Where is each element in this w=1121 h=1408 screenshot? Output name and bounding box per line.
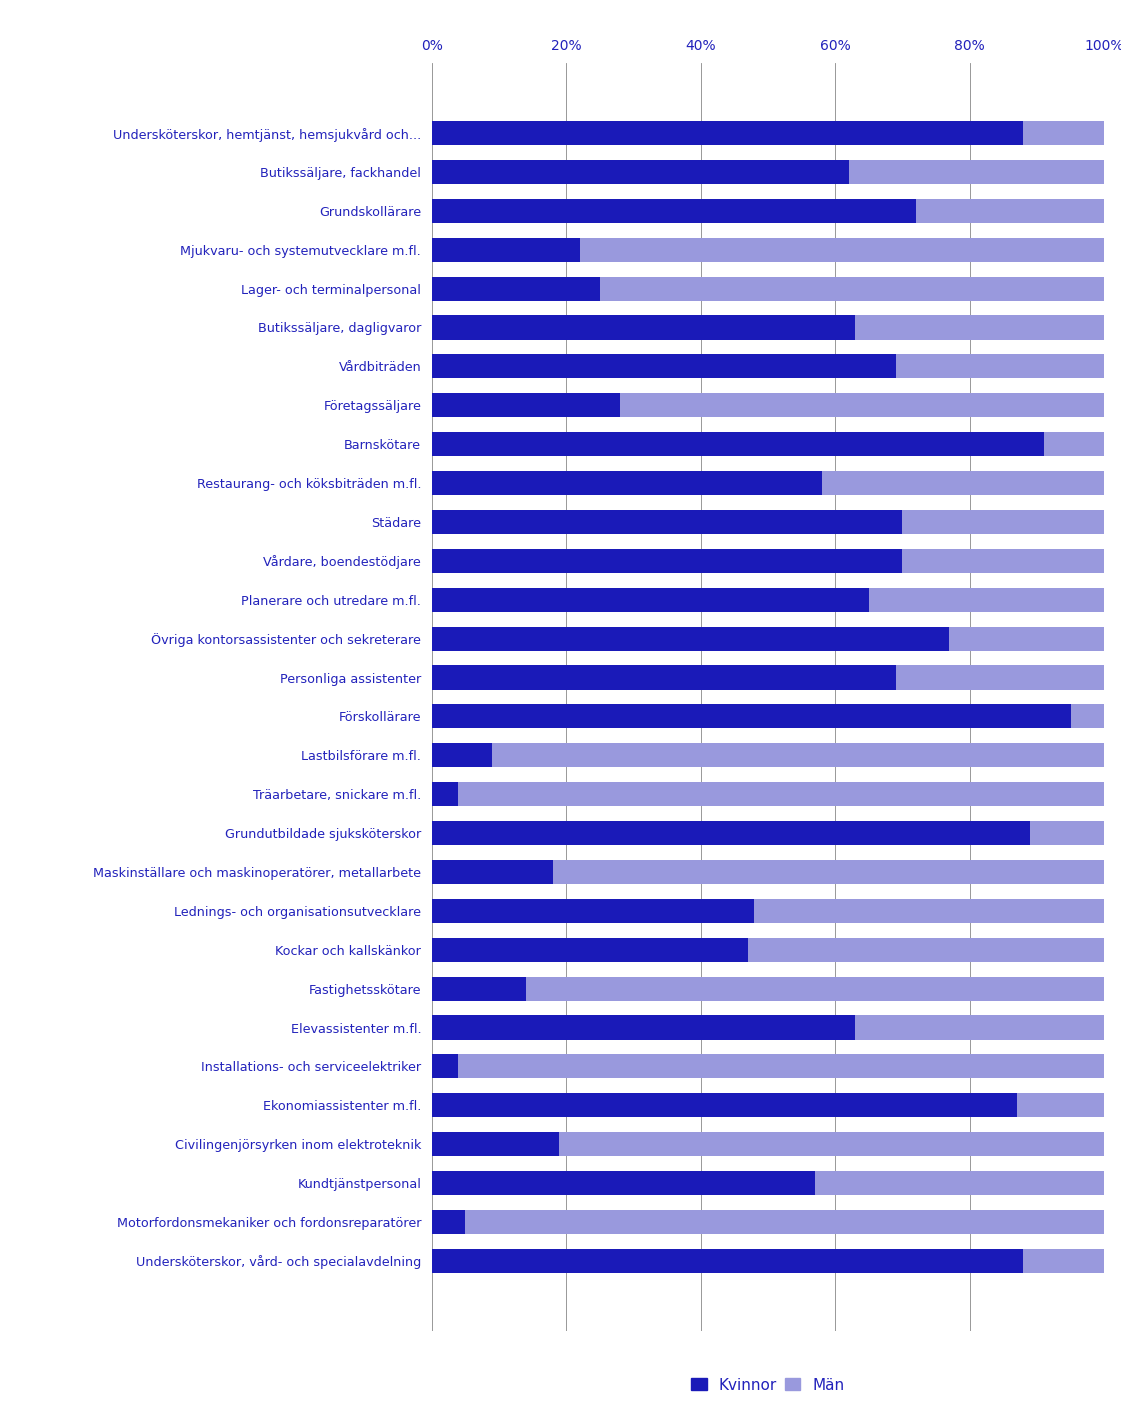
Bar bbox=[432, 472, 822, 496]
Bar bbox=[432, 666, 896, 690]
Bar bbox=[559, 1132, 1104, 1156]
Bar bbox=[432, 1209, 465, 1233]
Bar bbox=[902, 510, 1104, 534]
Bar bbox=[432, 743, 492, 767]
Bar bbox=[855, 315, 1104, 339]
Bar bbox=[432, 276, 600, 301]
Bar bbox=[432, 315, 855, 339]
Bar bbox=[432, 432, 1044, 456]
Bar bbox=[600, 276, 1104, 301]
Bar bbox=[822, 472, 1104, 496]
Bar bbox=[432, 161, 849, 184]
Bar bbox=[1044, 432, 1104, 456]
Bar bbox=[432, 355, 896, 379]
Bar bbox=[432, 704, 1071, 728]
Bar bbox=[432, 898, 754, 922]
Bar bbox=[432, 1132, 559, 1156]
Bar bbox=[432, 121, 1023, 145]
Bar bbox=[432, 549, 902, 573]
Bar bbox=[916, 199, 1104, 222]
Bar bbox=[432, 821, 1030, 845]
Bar bbox=[1023, 121, 1104, 145]
Bar bbox=[754, 898, 1104, 922]
Bar bbox=[896, 666, 1104, 690]
Bar bbox=[432, 1055, 458, 1079]
Bar bbox=[432, 1171, 815, 1195]
Bar bbox=[432, 1249, 1023, 1273]
Bar bbox=[465, 1209, 1104, 1233]
Bar bbox=[1030, 821, 1104, 845]
Bar bbox=[748, 938, 1104, 962]
Bar bbox=[902, 549, 1104, 573]
Bar bbox=[1023, 1249, 1104, 1273]
Bar bbox=[553, 860, 1104, 884]
Bar bbox=[432, 977, 526, 1001]
Bar bbox=[432, 199, 916, 222]
Bar bbox=[432, 627, 949, 650]
Bar bbox=[432, 1093, 1017, 1118]
Bar bbox=[620, 393, 1104, 417]
Bar bbox=[855, 1015, 1104, 1039]
Bar bbox=[432, 781, 458, 807]
Legend: Kvinnor, Män: Kvinnor, Män bbox=[692, 1377, 844, 1393]
Bar bbox=[432, 393, 620, 417]
Bar bbox=[432, 238, 580, 262]
Bar bbox=[896, 355, 1104, 379]
Bar bbox=[869, 587, 1104, 612]
Bar bbox=[458, 781, 1104, 807]
Bar bbox=[432, 1015, 855, 1039]
Bar bbox=[849, 161, 1104, 184]
Bar bbox=[458, 1055, 1104, 1079]
Bar bbox=[815, 1171, 1104, 1195]
Bar bbox=[432, 510, 902, 534]
Bar bbox=[492, 743, 1104, 767]
Bar bbox=[1071, 704, 1104, 728]
Bar bbox=[1017, 1093, 1104, 1118]
Bar bbox=[432, 860, 553, 884]
Bar bbox=[432, 938, 748, 962]
Bar bbox=[432, 587, 869, 612]
Bar bbox=[526, 977, 1104, 1001]
Bar bbox=[949, 627, 1104, 650]
Bar bbox=[580, 238, 1104, 262]
